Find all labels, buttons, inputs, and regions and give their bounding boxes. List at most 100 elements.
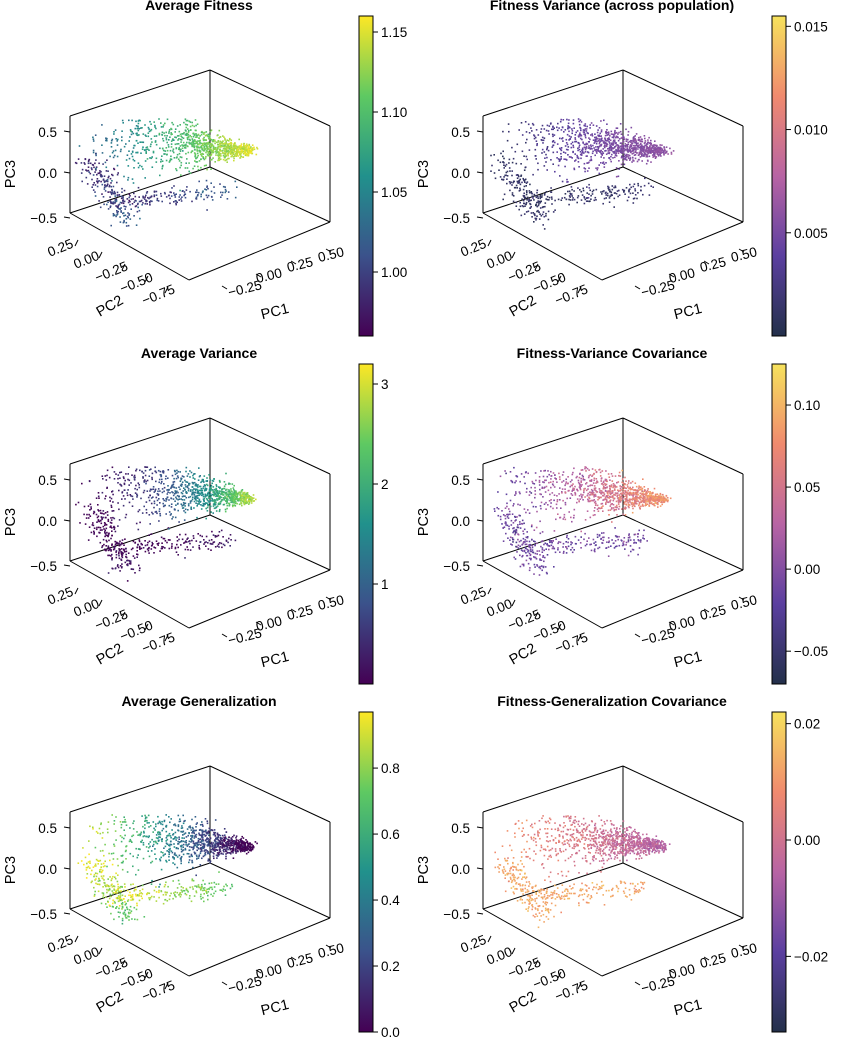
data-point [537,197,539,200]
data-point [642,534,645,537]
data-point [125,205,127,208]
data-point [600,130,603,133]
data-point [183,191,186,193]
data-point [638,529,640,532]
data-point [172,486,175,488]
data-point [538,484,541,486]
data-point [587,162,589,164]
data-point [539,194,542,197]
data-point [175,168,177,170]
data-point [609,145,612,147]
data-point [553,127,555,129]
data-point [122,552,124,555]
data-point [203,139,206,141]
data-point [121,555,123,557]
data-point [654,144,657,146]
data-point [511,513,514,515]
data-point [201,142,204,145]
data-point [205,535,208,538]
data-point [573,127,575,129]
data-point [115,556,118,559]
data-point [110,525,112,527]
data-point [128,119,130,122]
data-point [158,498,160,500]
data-point [209,493,211,496]
data-point [158,520,160,522]
data-point [637,138,640,141]
data-point [114,530,117,533]
data-point [196,141,198,143]
data-point [207,492,210,495]
pc3-tick [63,130,71,133]
data-point [138,545,141,548]
data-point [151,141,153,143]
data-point [625,138,628,140]
data-point [123,145,126,148]
data-point [222,191,224,194]
colorbar-tick-label: 2 [381,477,389,492]
data-point [500,152,502,155]
data-point [529,550,532,552]
data-point [622,135,624,138]
data-point [578,482,581,485]
data-point [646,147,648,150]
data-point [545,161,547,163]
data-point [541,569,543,572]
data-point [581,496,583,499]
data-point [219,502,222,505]
data-point [214,535,217,537]
data-point [179,148,181,151]
data-point [597,140,600,142]
data-point [114,129,117,131]
data-point [167,485,169,487]
data-point [202,487,204,490]
data-point [525,511,527,514]
data-point [514,481,516,484]
data-point [567,490,570,492]
data-point [541,213,544,216]
data-point [578,476,581,479]
data-point [494,510,496,512]
data-point [178,486,180,488]
data-point [133,215,135,217]
data-point [177,158,180,160]
data-point [594,136,596,139]
data-point [169,202,171,205]
data-point [146,548,149,550]
data-point [185,496,188,499]
data-point [520,473,523,475]
data-point [604,141,607,144]
data-point [134,572,136,574]
data-point [601,470,604,472]
data-point [532,173,534,176]
data-point [632,497,634,499]
data-point [152,496,154,498]
data-point [211,497,213,500]
data-point [646,145,648,148]
data-point [607,131,610,133]
data-point [565,541,567,543]
data-point [83,505,86,508]
data-point [173,486,176,489]
data-point [517,526,520,529]
data-point [644,153,647,156]
data-point [221,194,223,196]
data-point [194,473,196,475]
data-point [586,186,588,188]
data-point [627,150,629,152]
data-point [210,549,212,551]
data-point [198,494,201,496]
data-point [189,542,191,545]
data-point [522,564,525,567]
data-point [611,136,614,139]
data-point [633,136,635,138]
data-point [229,149,232,152]
data-point [110,139,113,142]
data-point [623,136,625,139]
data-point [211,150,213,153]
data-point [227,151,230,153]
data-point [170,195,173,197]
data-point [568,195,571,197]
data-point [521,523,524,525]
pc2-label: PC2 [507,293,539,321]
